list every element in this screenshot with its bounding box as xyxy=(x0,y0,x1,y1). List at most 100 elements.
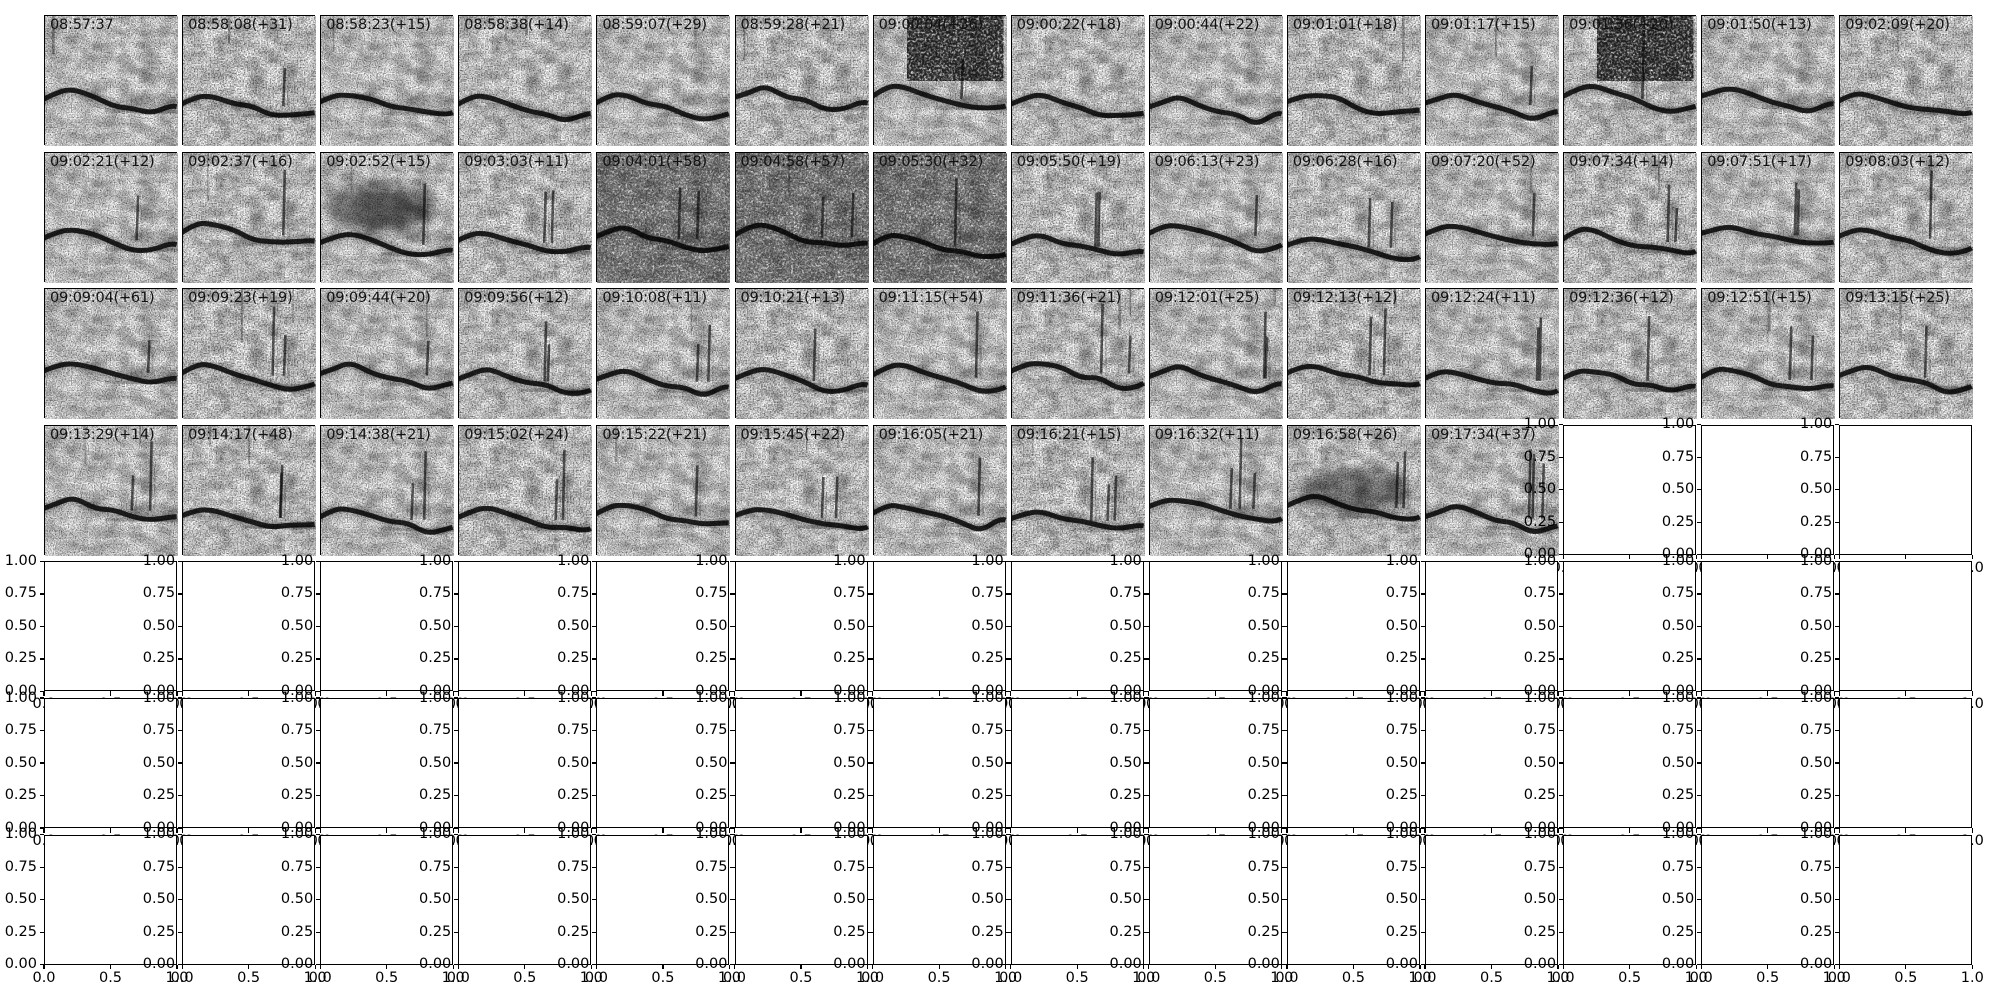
spectrogram-image xyxy=(1011,289,1145,420)
y-tick-mark xyxy=(868,593,873,595)
x-tick-label: 1.0 xyxy=(579,969,603,986)
panel-timestamp-label: 09:09:23(+19) xyxy=(188,290,293,307)
x-tick-mark xyxy=(938,828,940,833)
x-tick-label: 0.5 xyxy=(1894,969,1918,986)
spectrogram-image xyxy=(1840,16,1974,146)
y-tick-mark xyxy=(868,560,873,563)
y-tick-label: 0.00 xyxy=(280,956,314,973)
y-tick-mark xyxy=(1420,690,1425,693)
y-tick-mark xyxy=(1282,593,1287,595)
x-tick-mark xyxy=(386,828,388,833)
y-tick-mark xyxy=(39,560,44,563)
y-tick-mark xyxy=(591,625,597,628)
y-tick-label: 0.75 xyxy=(1523,858,1557,875)
y-tick-label: 0.50 xyxy=(1523,481,1557,498)
y-tick-mark xyxy=(1696,866,1702,868)
empty-axes-panel xyxy=(596,698,730,828)
y-tick-mark xyxy=(1696,931,1702,933)
panel-timestamp-label: 09:00:22(+18) xyxy=(1016,17,1122,33)
y-tick-mark xyxy=(177,834,183,836)
y-tick-mark xyxy=(1420,658,1425,660)
x-tick-mark xyxy=(109,691,112,696)
y-tick-mark xyxy=(1558,625,1564,628)
y-tick-label: 0.50 xyxy=(833,754,866,771)
y-tick-label: 0.00 xyxy=(1661,956,1695,973)
x-tick-mark xyxy=(314,964,316,970)
panel-timestamp-label: 08:59:28(+21) xyxy=(740,17,846,33)
spectrogram-panel: 09:12:36(+12) xyxy=(1563,288,1698,420)
spectrogram-panel: 08:58:38(+14) xyxy=(458,15,593,146)
y-tick-label: 1.00 xyxy=(142,689,176,706)
x-tick-mark xyxy=(1629,964,1631,970)
y-tick-mark xyxy=(1006,560,1011,563)
panel-timestamp-label: 09:01:36(+20) xyxy=(1569,17,1674,33)
panel-timestamp-label: 09:02:37(+16) xyxy=(188,153,293,170)
spectrogram-image xyxy=(183,289,317,420)
y-tick-mark xyxy=(1696,424,1702,426)
y-tick-label: 0.50 xyxy=(557,891,590,908)
y-tick-mark xyxy=(1282,899,1287,901)
y-tick-label: 0.50 xyxy=(280,754,314,771)
y-tick-mark xyxy=(177,899,183,901)
spectrogram-image xyxy=(321,425,455,556)
y-tick-label: 0.75 xyxy=(1247,585,1280,602)
y-tick-label: 1.00 xyxy=(4,552,37,569)
x-tick-mark xyxy=(1905,828,1907,833)
panel-timestamp-label: 09:16:58(+26) xyxy=(1292,426,1398,443)
spectrogram-image xyxy=(735,425,869,556)
empty-axes-panel xyxy=(458,698,592,828)
spectrogram-image xyxy=(183,16,317,146)
spectrogram-image xyxy=(1149,425,1283,556)
y-tick-label: 0.00 xyxy=(280,819,314,836)
y-tick-label: 1.00 xyxy=(1661,416,1695,433)
y-tick-label: 0.25 xyxy=(1109,787,1142,803)
spectrogram-image xyxy=(1149,289,1283,420)
y-tick-mark xyxy=(39,964,44,966)
x-tick-mark xyxy=(1838,554,1840,560)
y-tick-mark xyxy=(315,964,321,966)
y-tick-label: 1.00 xyxy=(1523,416,1557,433)
y-tick-mark xyxy=(591,658,597,660)
y-tick-label: 1.00 xyxy=(833,826,866,843)
empty-axes-panel xyxy=(596,561,730,692)
y-tick-label: 0.25 xyxy=(280,787,314,803)
spectrogram-panel: 09:14:38(+21) xyxy=(320,424,455,556)
y-tick-label: 0.50 xyxy=(971,617,1004,634)
y-tick-mark xyxy=(315,794,321,797)
y-tick-mark xyxy=(1282,697,1287,699)
y-tick-mark xyxy=(868,794,873,797)
y-tick-mark xyxy=(730,690,735,693)
y-tick-mark xyxy=(591,866,597,868)
y-tick-mark xyxy=(177,658,183,660)
y-tick-label: 0.50 xyxy=(833,891,866,908)
x-tick-mark xyxy=(1010,964,1012,970)
y-tick-mark xyxy=(1558,794,1564,797)
x-tick-mark xyxy=(1490,964,1493,970)
spectrogram-image xyxy=(1840,289,1974,420)
y-tick-label: 0.50 xyxy=(557,617,590,634)
empty-axes-panel xyxy=(1425,834,1558,965)
x-tick-mark xyxy=(176,691,178,696)
y-tick-mark xyxy=(591,964,597,966)
y-tick-mark xyxy=(1420,964,1425,966)
x-tick-mark xyxy=(181,691,183,696)
x-tick-mark xyxy=(662,691,664,696)
y-tick-label: 0.25 xyxy=(1800,650,1833,667)
y-tick-label: 0.00 xyxy=(1523,546,1557,563)
panel-timestamp-label: 08:58:08(+31) xyxy=(188,17,293,33)
empty-axes-panel xyxy=(1701,561,1835,692)
empty-axes-panel xyxy=(872,834,1006,965)
y-tick-mark xyxy=(1834,456,1840,458)
y-tick-label: 0.75 xyxy=(419,722,452,738)
y-tick-mark xyxy=(730,794,735,797)
y-tick-label: 0.75 xyxy=(1247,858,1280,875)
x-tick-mark xyxy=(1838,964,1840,970)
y-tick-mark xyxy=(1420,899,1425,901)
empty-axes-panel xyxy=(320,561,454,692)
y-tick-label: 0.00 xyxy=(1385,819,1418,836)
x-tick-label: 0.5 xyxy=(513,969,537,986)
spectrogram-panel: 09:11:36(+21) xyxy=(1010,288,1145,420)
y-tick-label: 0.00 xyxy=(1800,819,1833,836)
y-tick-mark xyxy=(1696,834,1702,836)
